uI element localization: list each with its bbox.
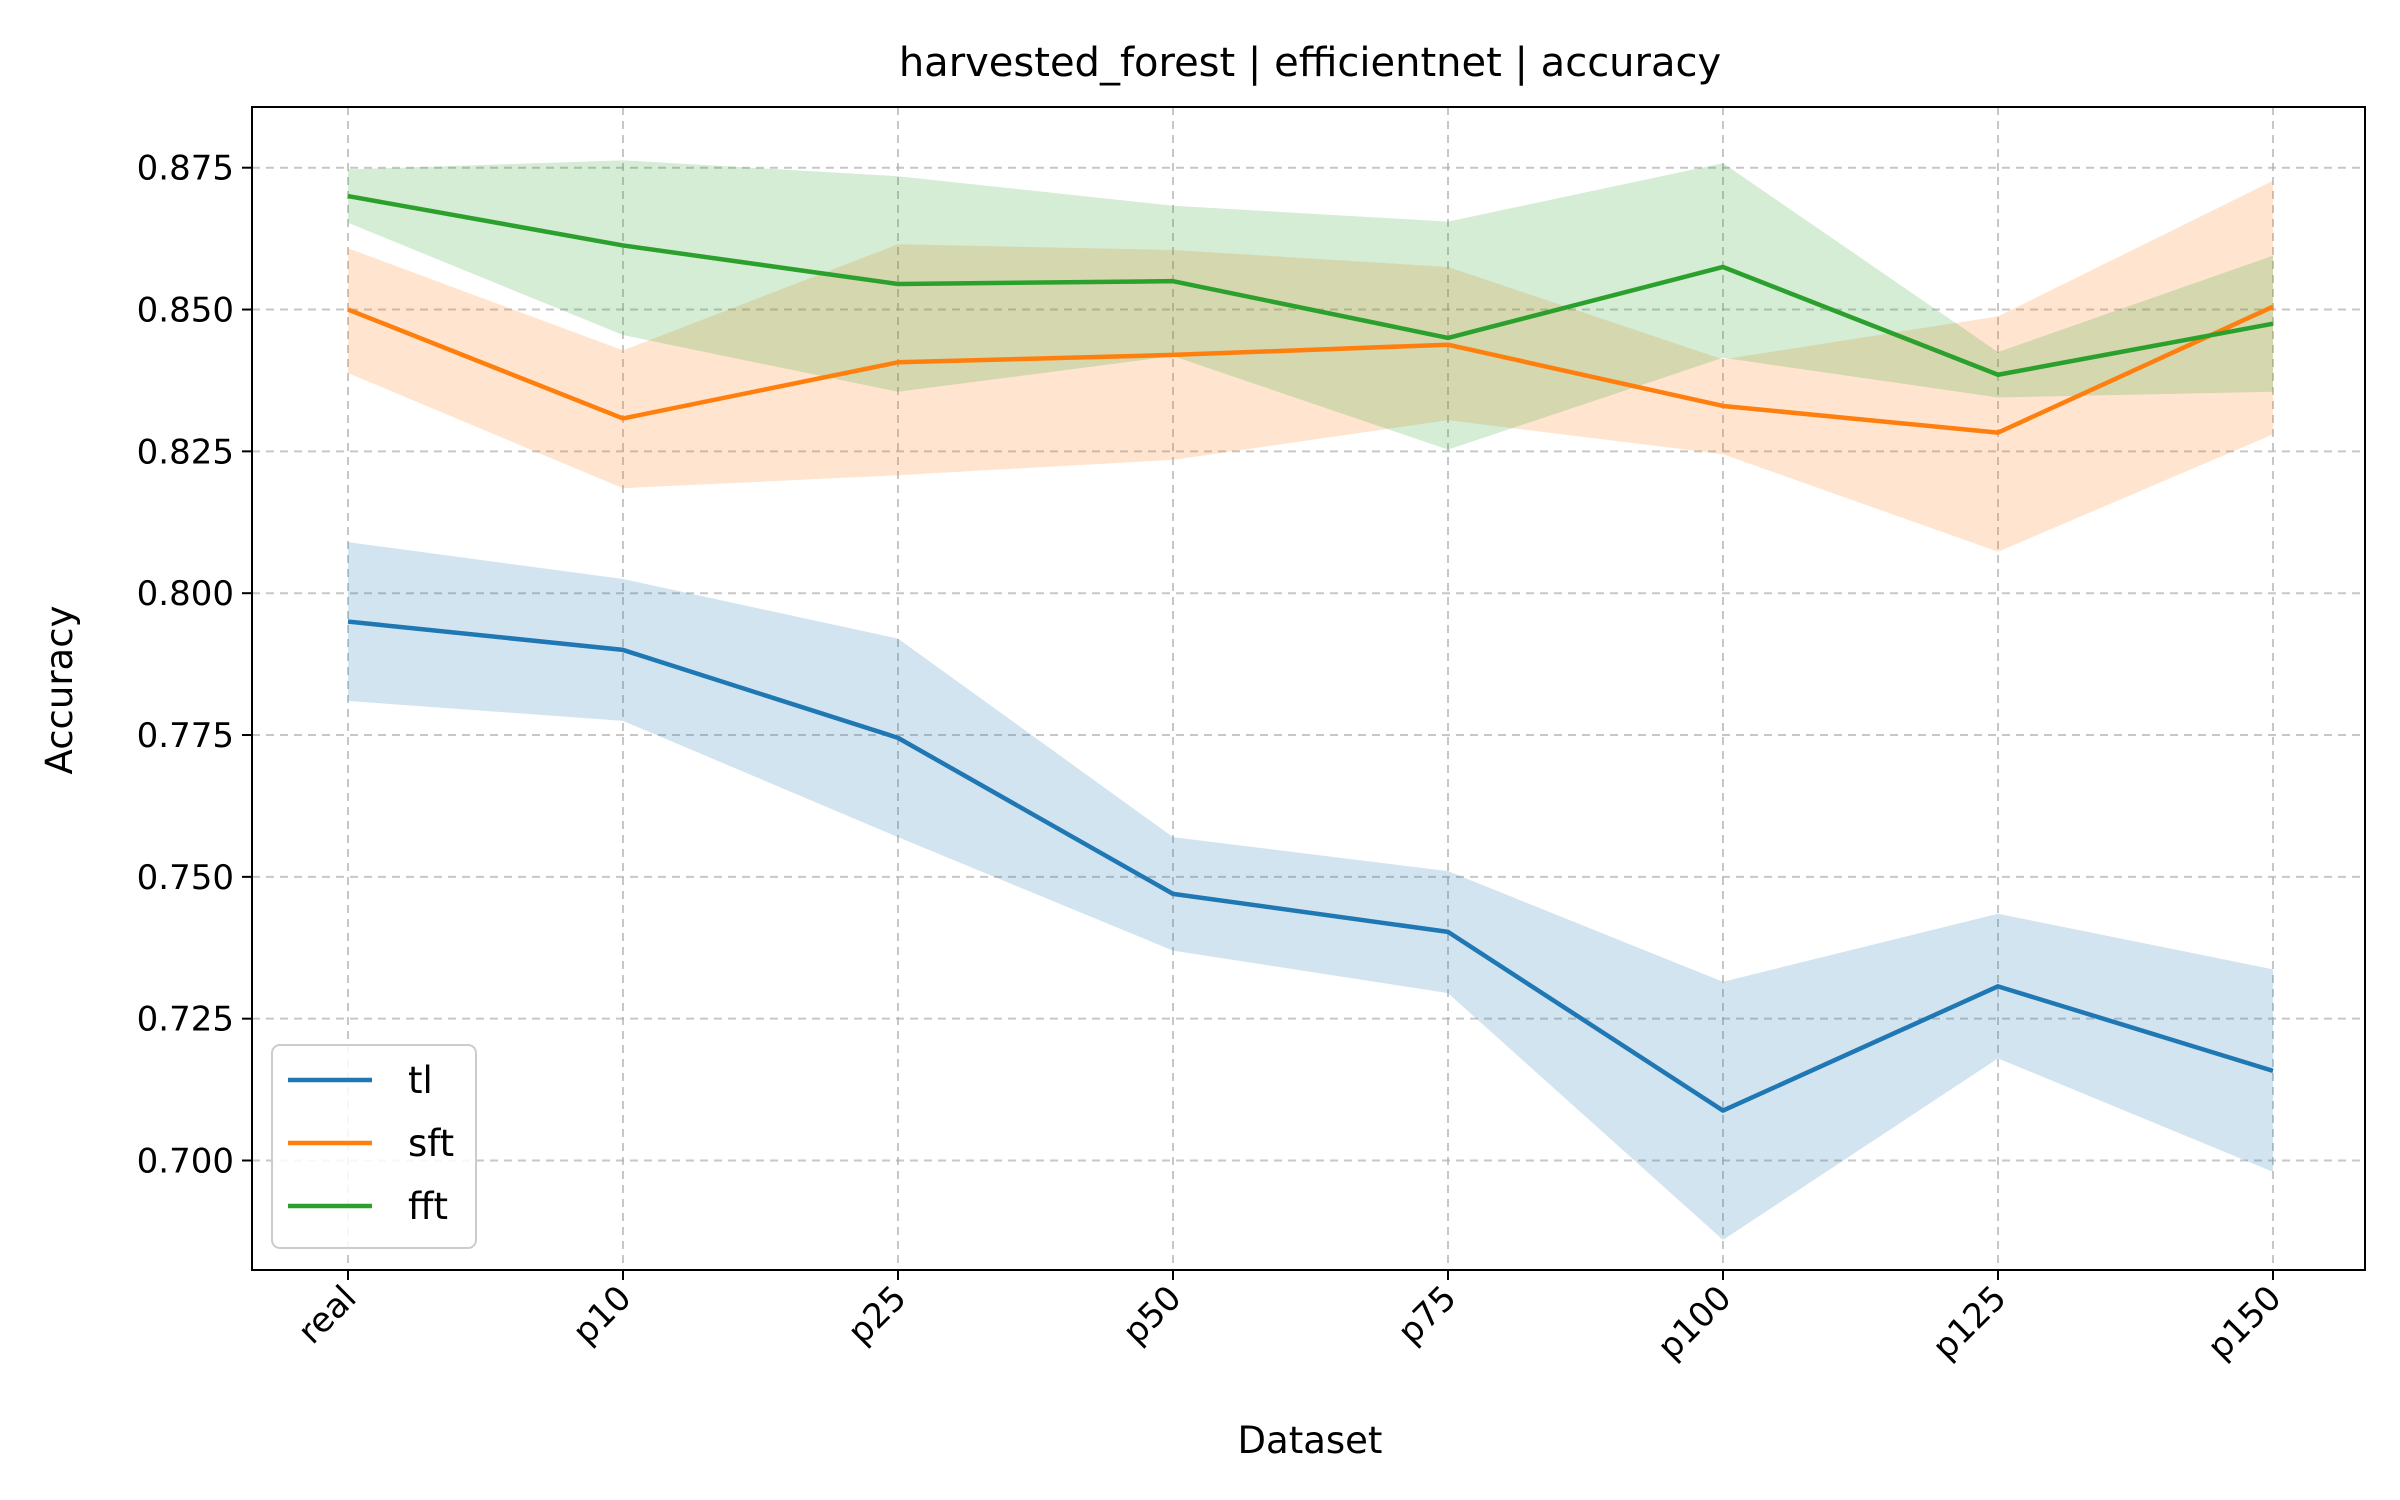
chart-title: harvested_forest | efficientnet | accura… (899, 40, 1721, 86)
y-tick-label: 0.850 (137, 291, 234, 331)
plot-area-frame (251, 106, 2366, 1271)
y-tick-label: 0.700 (137, 1142, 234, 1182)
series-line-tl (347, 619, 2274, 1113)
y-tick-label: 0.725 (137, 1000, 234, 1040)
legend-label-sft: sft (408, 1122, 454, 1165)
legend-label-tl: tl (408, 1059, 433, 1102)
legend-box (271, 1044, 477, 1249)
series-line-fft (347, 193, 2274, 378)
y-tick-label: 0.825 (137, 432, 234, 472)
y-tick-label: 0.750 (137, 858, 234, 898)
legend: tl sft fft (271, 1044, 477, 1249)
y-tick-label: 0.775 (137, 716, 234, 756)
y-tick-label: 0.875 (137, 149, 234, 189)
series-lines (347, 193, 2274, 1113)
legend-label-fft: fft (408, 1185, 448, 1228)
x-axis-label: Dataset (1238, 1419, 1383, 1462)
grid-lines (252, 107, 2365, 1270)
y-tick-label: 0.800 (137, 574, 234, 614)
y-axis: 0.700 0.725 0.750 0.775 0.800 0.825 0.850 0.875 (137, 149, 252, 1182)
series-line-sft (347, 304, 2274, 435)
y-axis-label: Accuracy (38, 606, 81, 775)
